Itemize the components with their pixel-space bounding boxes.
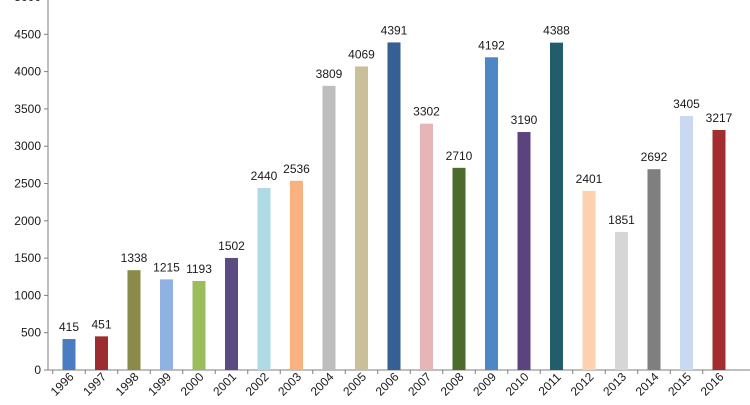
data-label-2015: 3405 bbox=[673, 97, 700, 111]
data-label-1997: 451 bbox=[91, 317, 111, 331]
bar-2012 bbox=[582, 190, 596, 370]
bar-2010 bbox=[517, 132, 531, 370]
x-tick-label-1997: 1997 bbox=[80, 370, 109, 399]
x-tick-label-2007: 2007 bbox=[405, 370, 434, 399]
y-tick-label: 4500 bbox=[14, 27, 41, 41]
bar-1996 bbox=[62, 339, 76, 370]
x-tick-label-2000: 2000 bbox=[178, 370, 207, 399]
bar-2001 bbox=[225, 257, 238, 370]
data-label-2007: 3302 bbox=[413, 105, 440, 119]
y-tick-label: 2500 bbox=[14, 177, 41, 191]
data-label-1998: 1338 bbox=[121, 251, 148, 265]
bar-1997 bbox=[95, 336, 108, 370]
bar-2013 bbox=[615, 231, 628, 370]
data-label-2009: 4192 bbox=[478, 38, 505, 52]
x-tick-label-2004: 2004 bbox=[308, 370, 337, 399]
data-label-2000: 1193 bbox=[186, 262, 212, 276]
x-tick-label-1999: 1999 bbox=[145, 370, 174, 399]
x-tick-label-2013: 2013 bbox=[600, 370, 629, 399]
bar-2014 bbox=[647, 169, 661, 370]
y-tick-label: 3500 bbox=[14, 102, 41, 116]
bar-2006 bbox=[387, 42, 401, 371]
bar-2008 bbox=[452, 167, 466, 370]
bar-2004 bbox=[322, 85, 336, 370]
y-tick-label: 500 bbox=[21, 326, 41, 340]
bar-2015 bbox=[680, 115, 693, 370]
x-tick-label-2005: 2005 bbox=[340, 370, 369, 399]
x-tick-label-2003: 2003 bbox=[275, 370, 304, 399]
y-tick-label: 5000 bbox=[14, 0, 41, 4]
x-tick-label-2014: 2014 bbox=[633, 370, 662, 399]
y-tick-label: 1500 bbox=[14, 251, 41, 265]
x-tick-label-1998: 1998 bbox=[113, 370, 142, 399]
bar-1998 bbox=[127, 270, 141, 370]
data-label-2010: 3190 bbox=[511, 113, 538, 127]
data-label-2004: 3809 bbox=[316, 67, 343, 81]
x-tick-label-2012: 2012 bbox=[568, 370, 597, 399]
bar-2016 bbox=[712, 130, 726, 370]
x-tick-label-2011: 2011 bbox=[536, 370, 564, 398]
data-label-2013: 1851 bbox=[608, 213, 635, 227]
data-label-2011: 4388 bbox=[543, 24, 570, 38]
bar-2011 bbox=[550, 42, 563, 370]
bar-2009 bbox=[485, 57, 498, 371]
x-tick-label-2002: 2002 bbox=[243, 370, 272, 399]
bar-2002 bbox=[257, 187, 271, 370]
x-tick-label-2015: 2015 bbox=[665, 370, 694, 399]
x-tick-label-2010: 2010 bbox=[503, 370, 532, 399]
bar-2005 bbox=[355, 66, 368, 370]
data-label-1996: 415 bbox=[59, 320, 79, 334]
bar-2003 bbox=[290, 180, 303, 370]
y-tick-label: 2000 bbox=[14, 214, 41, 228]
bar-1999 bbox=[160, 279, 173, 370]
y-tick-label: 0 bbox=[34, 363, 41, 377]
bar-2007 bbox=[420, 123, 433, 370]
x-tick-label-1996: 1996 bbox=[48, 370, 77, 399]
data-label-2005: 4069 bbox=[348, 47, 375, 61]
data-label-2001: 1502 bbox=[218, 239, 245, 253]
data-label-2016: 3217 bbox=[706, 111, 733, 125]
data-label-1999: 1215 bbox=[153, 260, 180, 274]
y-tick-label: 4000 bbox=[14, 65, 41, 79]
x-tick-label-2016: 2016 bbox=[698, 370, 727, 399]
x-tick-label-2009: 2009 bbox=[470, 370, 499, 399]
data-label-2012: 2401 bbox=[576, 172, 603, 186]
x-tick-label-2006: 2006 bbox=[373, 370, 402, 399]
data-label-2003: 2536 bbox=[283, 162, 310, 176]
data-label-2002: 2440 bbox=[251, 169, 278, 183]
data-label-2008: 2710 bbox=[446, 149, 473, 163]
bar-2000 bbox=[192, 281, 206, 370]
x-tick-label-2008: 2008 bbox=[438, 370, 467, 399]
y-tick-label: 1000 bbox=[14, 288, 41, 302]
data-label-2006: 4391 bbox=[381, 23, 408, 37]
data-label-2014: 2692 bbox=[641, 150, 668, 164]
y-tick-label: 3000 bbox=[14, 139, 41, 153]
x-tick-label-2001: 2001 bbox=[210, 370, 239, 399]
